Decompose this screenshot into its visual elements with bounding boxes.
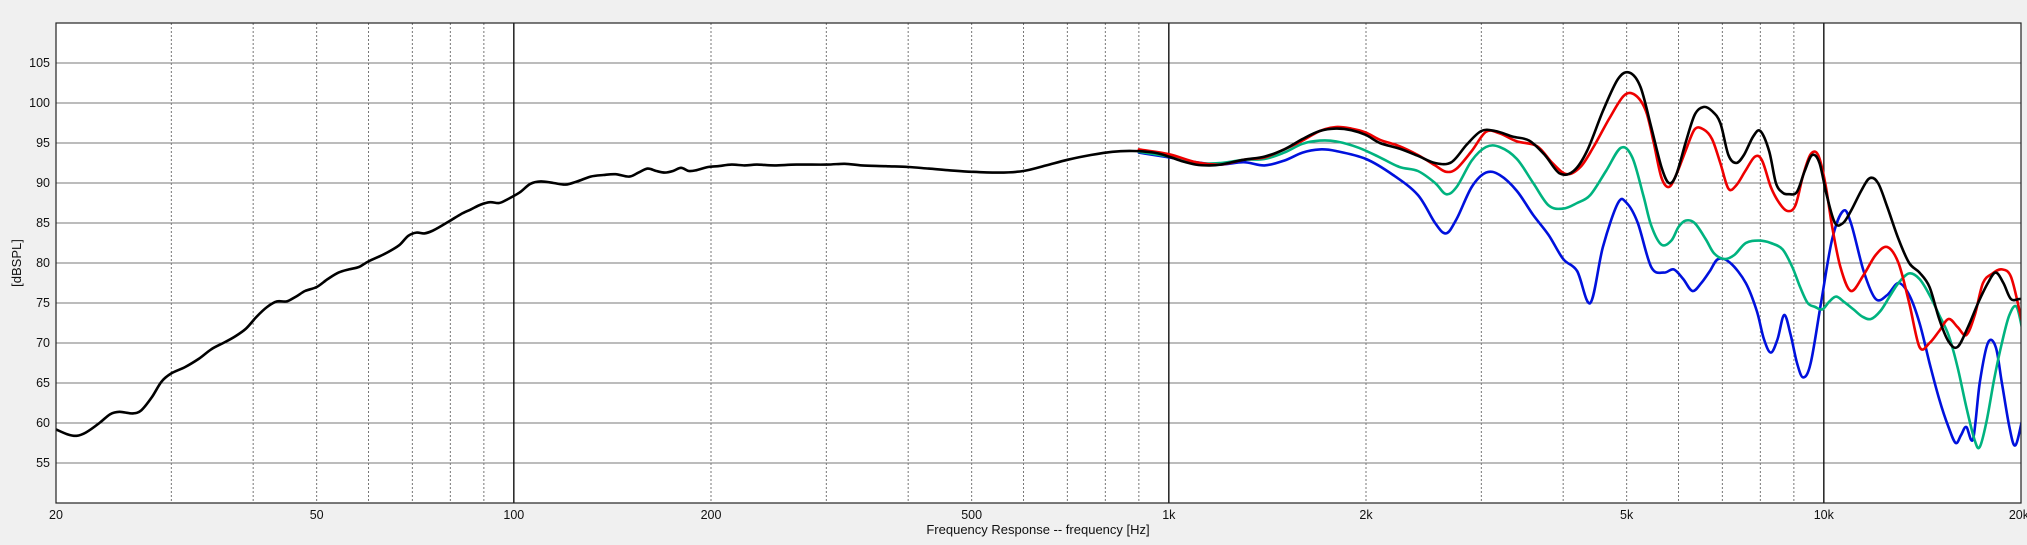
x-tick-labels: 20 50 100 200 500 1k 2k 5k 10k 20k [49, 508, 2027, 522]
series-line-4 [56, 70, 2021, 438]
grid [56, 23, 2021, 503]
x-tick-label: 10k [1814, 508, 1835, 522]
y-tick-label: 85 [36, 216, 50, 230]
x-tick-label: 20k [2009, 508, 2027, 522]
y-tick-labels: 55 60 65 70 75 80 85 90 95 100 105 [29, 56, 50, 470]
y-tick-label: 105 [29, 56, 50, 70]
series-layer [56, 70, 2021, 450]
x-tick-label: 500 [961, 508, 982, 522]
series-line-2 [1137, 139, 2021, 450]
y-tick-label: 75 [36, 296, 50, 310]
x-tick-label: 50 [310, 508, 324, 522]
y-tick-label: 90 [36, 176, 50, 190]
y-tick-label: 60 [36, 416, 50, 430]
x-tick-label: 100 [503, 508, 524, 522]
y-tick-label: 70 [36, 336, 50, 350]
y-tick-label: 55 [36, 456, 50, 470]
series-line-3 [1137, 91, 2021, 351]
x-tick-label: 5k [1620, 508, 1634, 522]
x-tick-label: 200 [701, 508, 722, 522]
y-tick-label: 65 [36, 376, 50, 390]
x-tick-label: 2k [1359, 508, 1373, 522]
y-tick-label: 95 [36, 136, 50, 150]
x-tick-label: 20 [49, 508, 63, 522]
x-tick-label: 1k [1162, 508, 1176, 522]
y-tick-label: 80 [36, 256, 50, 270]
y-tick-label: 100 [29, 96, 50, 110]
plot-frame [55, 22, 2022, 504]
y-axis-label: [dBSPL] [9, 239, 24, 287]
x-axis-label: Frequency Response -- frequency [Hz] [926, 522, 1149, 537]
